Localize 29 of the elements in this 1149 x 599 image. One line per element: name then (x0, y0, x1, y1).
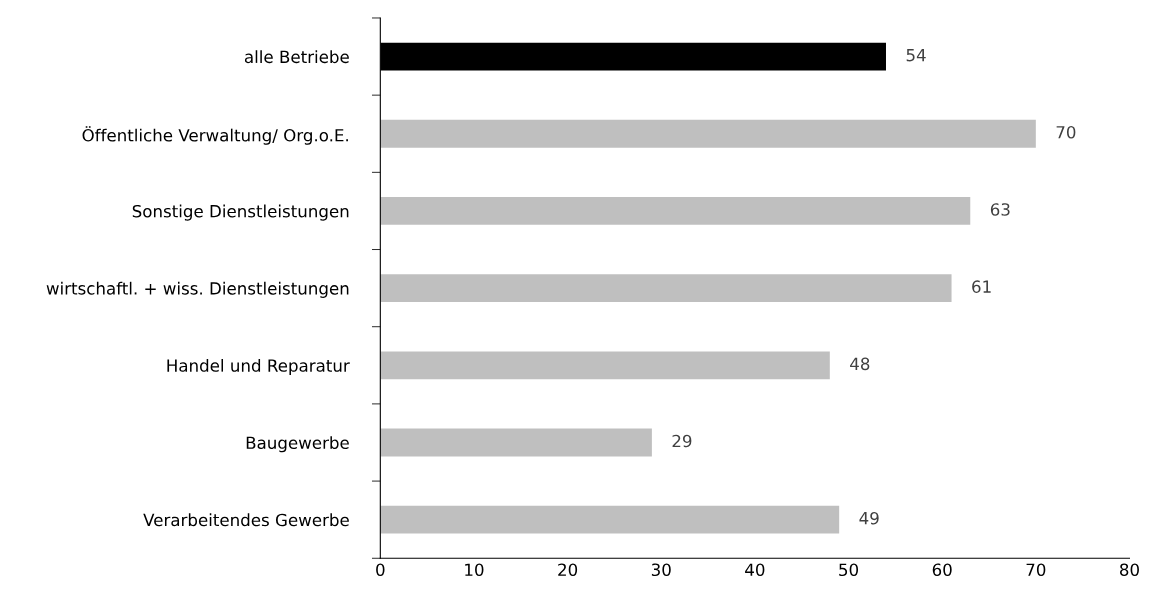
x-tick-label: 40 (745, 563, 765, 577)
x-tick-label: 0 (376, 563, 385, 577)
data-label: 49 (859, 511, 879, 525)
data-label: 29 (672, 434, 692, 448)
data-label: 63 (990, 203, 1010, 216)
bar (380, 274, 952, 303)
data-label: 54 (906, 49, 926, 62)
data-label: 70 (1056, 125, 1076, 139)
data-label: 48 (850, 357, 870, 371)
bar (380, 351, 830, 380)
bar (380, 119, 1036, 148)
x-tick-label: 70 (1026, 563, 1046, 577)
y-tick-label: Öffentliche Verwaltung/ Org.o.E. (82, 126, 348, 145)
y-tick-label: alle Betriebe (244, 50, 349, 64)
x-tick-label: 60 (932, 563, 952, 577)
x-tick-label: 30 (651, 563, 671, 577)
x-tick-label: 50 (839, 563, 859, 577)
y-tick-label: Sonstige Dienstleistungen (132, 204, 349, 221)
y-tick-label: Baugewerbe (246, 436, 349, 453)
x-tick-label: 20 (558, 563, 578, 577)
x-tick-label: 80 (1119, 563, 1139, 577)
bar (380, 505, 840, 534)
y-tick-label: wirtschaftl. + wiss. Dienstleistungen (46, 281, 349, 298)
y-tick-label: Handel und Reparatur (167, 358, 350, 376)
x-tick-label: 10 (465, 563, 484, 577)
bar (380, 428, 652, 457)
bar (380, 197, 971, 225)
y-tick-label: Verarbeitendes Gewerbe (143, 513, 349, 527)
data-label: 61 (972, 280, 991, 293)
